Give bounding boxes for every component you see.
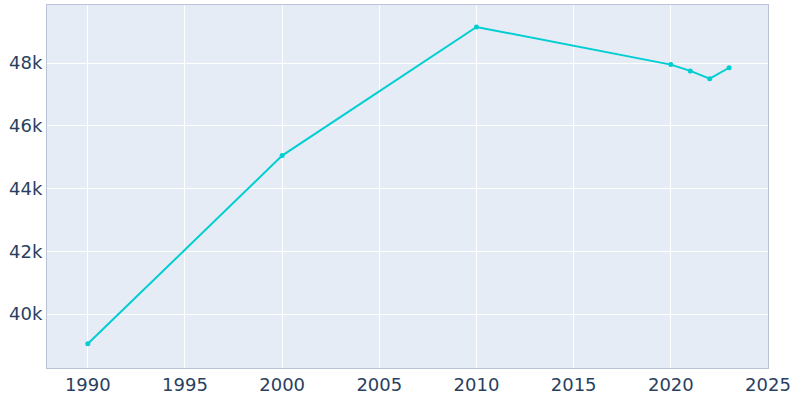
svg-text:2025: 2025 <box>745 374 791 395</box>
svg-text:2005: 2005 <box>356 374 402 395</box>
svg-text:48k: 48k <box>9 52 43 73</box>
svg-text:2000: 2000 <box>259 374 305 395</box>
svg-text:1995: 1995 <box>162 374 208 395</box>
svg-text:46k: 46k <box>9 115 43 136</box>
svg-text:44k: 44k <box>9 178 43 199</box>
svg-text:1990: 1990 <box>65 374 111 395</box>
svg-text:2015: 2015 <box>551 374 597 395</box>
svg-text:40k: 40k <box>9 303 43 324</box>
svg-text:2010: 2010 <box>454 374 500 395</box>
svg-text:2020: 2020 <box>648 374 694 395</box>
svg-text:42k: 42k <box>9 241 43 262</box>
